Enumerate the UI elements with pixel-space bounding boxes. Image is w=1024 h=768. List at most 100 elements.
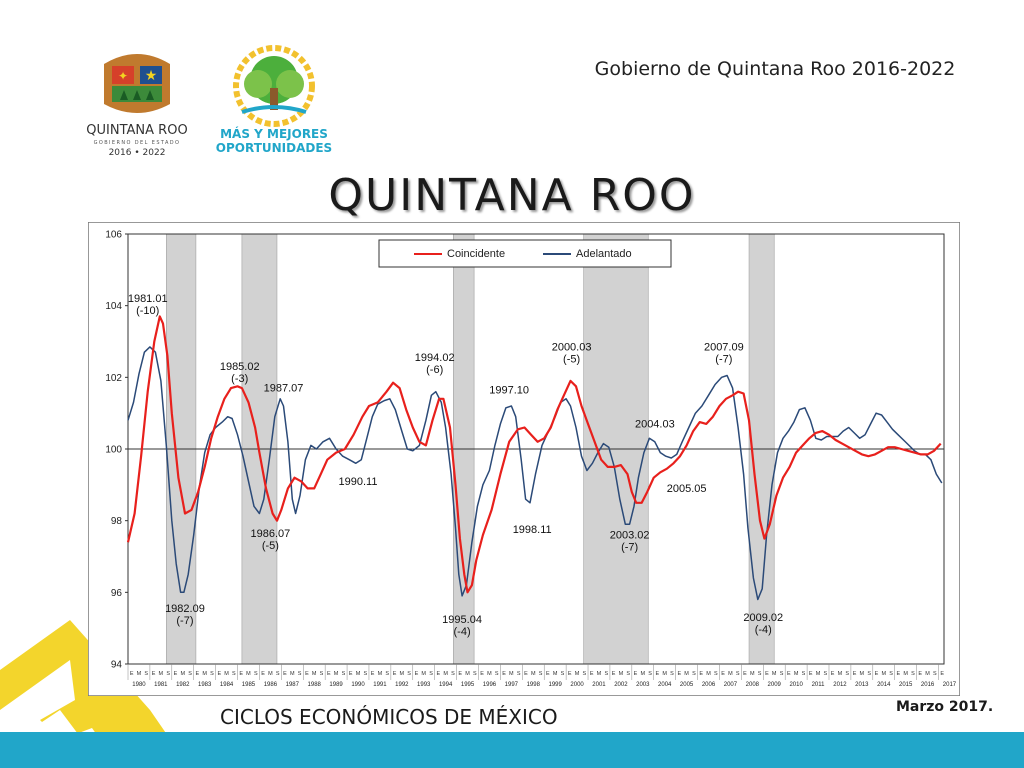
series-line-coincidente: [126, 315, 942, 594]
x-month-mark: M: [159, 671, 164, 677]
x-month-mark: E: [371, 671, 375, 677]
x-year-label: 2001: [592, 682, 606, 688]
x-month-mark: E: [393, 671, 397, 677]
annotation-label: (-10): [136, 305, 159, 317]
x-month-mark: S: [342, 671, 346, 677]
x-month-mark: M: [180, 671, 185, 677]
x-month-mark: E: [787, 671, 791, 677]
x-month-mark: S: [407, 671, 411, 677]
x-month-mark: E: [809, 671, 813, 677]
legend-label-adelantado: Adelantado: [576, 248, 632, 260]
x-year-label: 1999: [548, 682, 562, 688]
x-month-mark: E: [656, 671, 660, 677]
x-month-mark: S: [889, 671, 893, 677]
x-month-mark: E: [590, 671, 594, 677]
x-month-mark: E: [480, 671, 484, 677]
qroo-logo-line3: 2016 • 2022: [109, 148, 166, 158]
x-month-mark: E: [349, 671, 353, 677]
x-month-mark: M: [509, 671, 514, 677]
x-month-mark: E: [130, 671, 134, 677]
x-month-mark: S: [495, 671, 499, 677]
annotation-label: 1995.04: [442, 614, 482, 626]
x-year-label: 2004: [658, 682, 672, 688]
x-year-label: 1995: [461, 682, 475, 688]
x-month-mark: E: [853, 671, 857, 677]
x-year-label: 1993: [417, 682, 431, 688]
x-month-mark: E: [458, 671, 462, 677]
x-month-mark: E: [831, 671, 835, 677]
annotation-label: (-6): [426, 364, 443, 376]
x-year-label: 2000: [570, 682, 584, 688]
annotation-label: 1997.10: [489, 384, 529, 396]
annotation-label: 2004.03: [635, 419, 675, 431]
x-month-mark: M: [794, 671, 799, 677]
x-year-label: 2011: [812, 682, 826, 688]
date-label: Marzo 2017.: [896, 699, 994, 715]
x-month-mark: S: [232, 671, 236, 677]
x-month-mark: M: [290, 671, 295, 677]
x-month-mark: E: [327, 671, 331, 677]
x-month-mark: E: [239, 671, 243, 677]
x-year-label: 2010: [789, 682, 803, 688]
annotation-label: 1982.09: [165, 603, 205, 615]
annotation-label: 2005.05: [667, 483, 707, 495]
x-month-mark: S: [210, 671, 214, 677]
x-month-mark: S: [451, 671, 455, 677]
annotation-label: (-3): [231, 373, 248, 385]
x-month-mark: S: [320, 671, 324, 677]
economic-cycles-chart: 94 96 98 100 102 104 106 E M S 1980 E M S 1981 E M S 1982…: [88, 222, 960, 696]
x-month-mark: M: [925, 671, 930, 677]
x-month-mark: M: [750, 671, 755, 677]
x-month-mark: S: [539, 671, 543, 677]
annotation-label: 2007.09: [704, 341, 744, 353]
x-year-label: 1997: [505, 682, 519, 688]
x-month-mark: M: [860, 671, 865, 677]
x-month-mark: M: [356, 671, 361, 677]
annotation-label: 2009.02: [743, 612, 783, 624]
x-month-mark: S: [385, 671, 389, 677]
x-year-label: 1986: [264, 682, 278, 688]
qroo-logo-line1: QUINTANA ROO: [86, 123, 187, 138]
mym-logo-line2: OPORTUNIDADES: [216, 141, 332, 155]
annotation-label: 2003.02: [610, 530, 650, 542]
annotation-label: (-7): [715, 353, 732, 365]
svg-text:✦: ✦: [118, 69, 128, 83]
annotation-label: 1998.11: [513, 524, 552, 536]
annotation-label: (-4): [755, 624, 772, 636]
y-axis: 94 96 98 100 102 104 106: [105, 230, 128, 671]
x-year-label: 1982: [176, 682, 190, 688]
y-tick-label: 98: [111, 516, 123, 527]
x-month-mark: E: [436, 671, 440, 677]
x-month-mark: E: [174, 671, 178, 677]
x-month-mark: E: [634, 671, 638, 677]
x-month-mark: M: [334, 671, 339, 677]
x-month-mark: E: [875, 671, 879, 677]
x-month-mark: S: [188, 671, 192, 677]
x-month-mark: S: [933, 671, 937, 677]
x-month-mark: M: [531, 671, 536, 677]
x-month-mark: E: [897, 671, 901, 677]
x-year-label: 1996: [483, 682, 497, 688]
x-month-mark: M: [684, 671, 689, 677]
x-month-mark: S: [144, 671, 148, 677]
x-year-label: 1989: [329, 682, 343, 688]
x-month-mark: M: [378, 671, 383, 677]
x-year-label: 1994: [439, 682, 453, 688]
x-year-label: 1991: [373, 682, 387, 688]
x-month-mark: S: [714, 671, 718, 677]
x-month-mark: S: [626, 671, 630, 677]
x-month-mark: M: [137, 671, 142, 677]
qroo-logo-line2: GOBIERNO DEL ESTADO: [94, 140, 181, 146]
x-month-mark: M: [706, 671, 711, 677]
x-month-mark: M: [553, 671, 558, 677]
x-month-mark: E: [940, 671, 944, 677]
mym-logo-line1: MÁS Y MEJORES: [220, 126, 328, 141]
x-month-mark: S: [758, 671, 762, 677]
x-year-label: 1992: [395, 682, 409, 688]
x-month-mark: E: [524, 671, 528, 677]
x-month-mark: E: [612, 671, 616, 677]
series-line-adelantado: [127, 346, 943, 601]
annotation-label: (-7): [621, 542, 638, 554]
x-month-mark: M: [597, 671, 602, 677]
x-year-label: 2014: [877, 682, 891, 688]
